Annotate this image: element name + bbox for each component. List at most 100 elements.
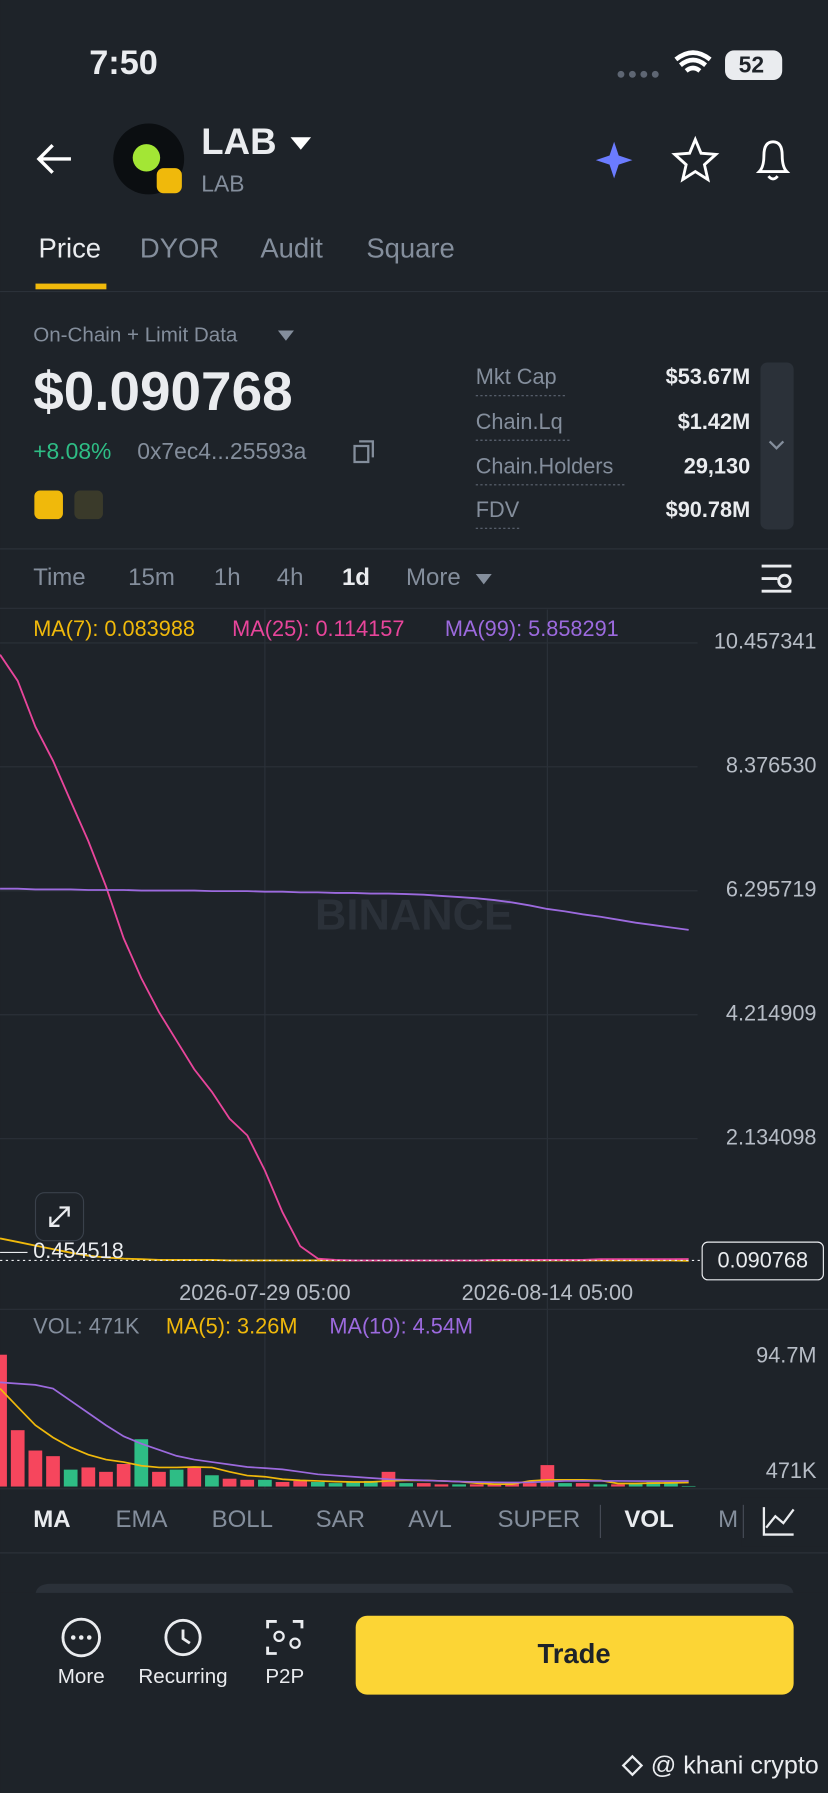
stats: Mkt Cap $53.67M Chain.Lq $1.42M Chain.Ho… xyxy=(476,364,751,529)
token-symbol: LAB xyxy=(201,170,244,196)
token-name: LAB xyxy=(201,121,276,162)
volume-ma-line xyxy=(0,1381,689,1484)
volume-bar xyxy=(222,1478,237,1487)
token-avatar-art xyxy=(132,144,161,172)
recurring-icon[interactable] xyxy=(164,1618,202,1657)
volume-bar xyxy=(611,1484,625,1487)
volume-bar xyxy=(328,1483,343,1487)
volume-bar xyxy=(434,1484,449,1487)
fullscreen-icon xyxy=(49,1206,70,1227)
interval[interactable]: Time xyxy=(33,564,85,591)
volume-bar xyxy=(628,1483,643,1487)
tab[interactable]: Audit xyxy=(260,233,323,264)
data-source[interactable]: On-Chain + Limit Data xyxy=(33,324,238,347)
back-button[interactable] xyxy=(36,144,71,174)
volume-bar xyxy=(558,1483,572,1487)
stat-label: Chain.Holders xyxy=(476,453,614,478)
action-label[interactable]: Recurring xyxy=(138,1665,227,1688)
indicator[interactable]: BOLL xyxy=(212,1506,273,1533)
volume-bar xyxy=(522,1483,537,1487)
volume-bar xyxy=(540,1465,555,1487)
legend-entry: MA(25): 0.114157 xyxy=(232,616,404,641)
watermark: @ khani crypto xyxy=(651,1751,819,1779)
interval[interactable]: 1d xyxy=(342,564,370,591)
action-label[interactable]: P2P xyxy=(265,1665,304,1688)
indicator[interactable]: SUPER xyxy=(497,1506,580,1533)
legend-entry: MA(7): 0.083988 xyxy=(33,616,195,641)
volume-bar xyxy=(646,1482,661,1487)
indicator[interactable]: VOL xyxy=(624,1506,673,1533)
y-tick-label: 2.134098 xyxy=(726,1124,817,1149)
y-tick-label: 94.7M xyxy=(756,1343,816,1368)
volume-bar xyxy=(452,1484,466,1487)
volume-bar xyxy=(205,1475,219,1487)
ai-button[interactable] xyxy=(595,141,633,179)
p2p-icon[interactable] xyxy=(266,1620,304,1655)
battery-icon xyxy=(725,50,783,81)
volume-bar xyxy=(575,1483,590,1487)
chart-watermark: BINANCE xyxy=(315,892,513,940)
indicator[interactable]: SAR xyxy=(316,1506,365,1533)
stat-value: $90.78M xyxy=(666,497,751,522)
more-dots xyxy=(70,1635,92,1640)
p2p-person xyxy=(289,1637,301,1649)
volume-bar xyxy=(99,1471,113,1487)
tab[interactable]: Square xyxy=(366,233,454,264)
tab-indicator xyxy=(35,283,107,290)
last-price-label: 0.090768 xyxy=(717,1247,808,1272)
tab[interactable]: Price xyxy=(39,233,102,264)
indicator[interactable]: EMA xyxy=(116,1506,168,1533)
trade-label[interactable]: Trade xyxy=(537,1638,610,1669)
volume-bar xyxy=(152,1471,166,1487)
x-tick-label: 2026-07-29 05:00 xyxy=(179,1280,350,1305)
stats-expand[interactable] xyxy=(760,362,794,530)
badge xyxy=(34,490,63,520)
tab[interactable]: DYOR xyxy=(140,233,219,264)
data-source-caret xyxy=(277,330,294,341)
volume-bar xyxy=(10,1430,25,1487)
price-change: +8.08% xyxy=(33,438,111,464)
volume-bar xyxy=(46,1456,60,1487)
volume-bar xyxy=(346,1482,361,1487)
action-label[interactable]: More xyxy=(58,1665,105,1688)
trade-button[interactable] xyxy=(355,1615,794,1695)
volume-ma-line xyxy=(0,1387,689,1485)
interval[interactable]: 15m xyxy=(128,564,175,591)
alert-button[interactable] xyxy=(755,140,791,181)
legend-entry: MA(99): 5.858291 xyxy=(445,616,619,641)
indicator[interactable]: M xyxy=(718,1506,738,1533)
stat-value: 29,130 xyxy=(684,453,750,478)
more-icon[interactable] xyxy=(61,1617,101,1658)
token-dropdown[interactable] xyxy=(290,137,312,150)
charts: 10.457341 8.376530 6.295719 4.214909 2.13409… xyxy=(0,609,824,1489)
stat-value: $53.67M xyxy=(666,364,751,389)
volume-bar xyxy=(275,1482,290,1487)
chain-badge xyxy=(156,168,182,194)
clock: 7:50 xyxy=(89,44,158,82)
volume-bar xyxy=(664,1482,678,1487)
volume-bar xyxy=(169,1469,184,1487)
interval[interactable]: 4h xyxy=(277,564,304,591)
interval[interactable]: 1h xyxy=(214,564,241,591)
p2p-person xyxy=(273,1630,285,1643)
y-tick-label: 8.376530 xyxy=(726,753,817,778)
favorite-button[interactable] xyxy=(671,135,720,183)
price: $0.090768 xyxy=(33,360,292,422)
chart-settings[interactable] xyxy=(761,564,792,593)
volume-bar xyxy=(469,1484,484,1487)
signal-dots xyxy=(617,70,659,78)
copy-button[interactable] xyxy=(353,440,374,464)
more-caret xyxy=(475,574,492,585)
volume-bar xyxy=(28,1450,43,1487)
indicator[interactable]: MA xyxy=(33,1506,70,1533)
volume-bar xyxy=(593,1484,608,1487)
volume-bar xyxy=(116,1464,131,1487)
indicator[interactable]: AVL xyxy=(408,1506,452,1533)
indicator-settings[interactable] xyxy=(762,1507,795,1536)
last-price-tag xyxy=(701,1241,824,1281)
interval[interactable]: More xyxy=(406,564,461,591)
wifi-icon xyxy=(674,50,712,73)
